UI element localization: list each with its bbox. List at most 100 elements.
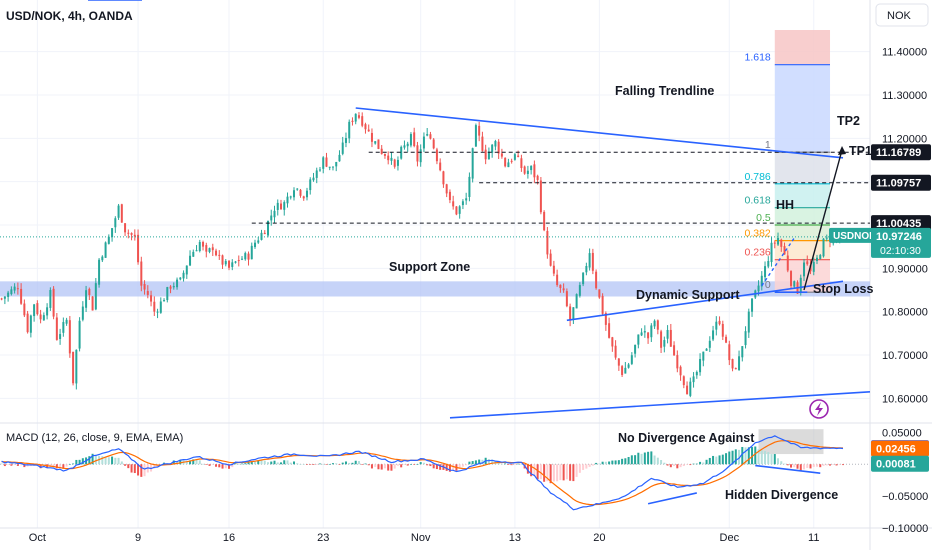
macd-histogram-bar — [663, 462, 666, 465]
macd-y-tick-label: 0.05000 — [882, 427, 922, 439]
macd-histogram-bar — [562, 464, 565, 481]
candle-body — [760, 275, 763, 287]
candle-body — [159, 301, 162, 313]
macd-histogram-bar — [120, 461, 123, 465]
macd-histogram-bar — [325, 464, 328, 465]
macd-value-badge — [871, 440, 929, 457]
candle-body — [728, 344, 731, 361]
candle-body — [215, 250, 218, 256]
currency-button[interactable]: NOK — [875, 3, 929, 27]
macd-histogram-bar — [16, 464, 19, 466]
macd-histogram-bar — [52, 464, 55, 467]
macd-histogram-bar — [422, 462, 425, 465]
macd-histogram-bar — [114, 457, 117, 465]
candle-body — [491, 144, 494, 153]
candle-body — [338, 154, 341, 162]
macd-histogram-bar — [734, 449, 737, 465]
macd-histogram-bar — [250, 461, 253, 465]
candle-body — [650, 325, 653, 338]
candle-body — [312, 177, 315, 181]
fib-level-label: 0.618 — [744, 195, 770, 207]
macd-histogram-bar — [491, 459, 494, 465]
candle-body — [36, 303, 39, 315]
fib-band — [774, 152, 831, 184]
candle-body — [254, 242, 257, 248]
candle-body — [799, 277, 802, 293]
candle-body — [624, 367, 627, 374]
candle-body — [286, 196, 289, 204]
candle-body — [146, 291, 149, 295]
candle-body — [718, 320, 721, 325]
macd-histogram-bar — [276, 462, 279, 465]
macd-histogram-bar — [487, 459, 490, 465]
candle-body — [526, 170, 529, 174]
macd-histogram-bar — [403, 464, 406, 465]
macd-histogram-bar — [504, 463, 507, 465]
hidden-divergence-label: Hidden Divergence — [725, 488, 838, 502]
macd-histogram-bar — [137, 464, 140, 476]
candle-body — [195, 250, 198, 252]
macd-histogram-bar — [468, 461, 471, 465]
candle-body — [406, 143, 409, 147]
candle-body — [536, 175, 539, 180]
macd-histogram-bar — [591, 464, 594, 466]
candle-body — [322, 157, 325, 169]
macd-histogram-bar — [621, 458, 624, 465]
current-price-badge — [871, 227, 931, 258]
candle-body — [666, 329, 669, 339]
candle-body — [85, 290, 88, 308]
candle-body — [569, 306, 572, 321]
candle-body — [335, 161, 338, 167]
macd-histogram-bar — [565, 464, 568, 480]
macd-histogram-bar — [107, 457, 110, 465]
candle-body — [88, 288, 91, 295]
candle-body — [520, 158, 523, 168]
candle-body — [653, 320, 656, 327]
candle-body — [120, 204, 123, 223]
macd-histogram-bar — [296, 463, 299, 465]
x-tick-label: Nov — [411, 532, 431, 544]
candle-body — [172, 286, 175, 288]
macd-histogram-bar — [7, 464, 10, 465]
candle-body — [559, 284, 562, 289]
lightning-icon[interactable] — [809, 399, 829, 419]
macd-histogram-bar — [279, 462, 283, 465]
macd-histogram-bar — [569, 464, 572, 481]
macd-histogram-bar — [507, 464, 510, 465]
candle-body — [140, 261, 143, 286]
candle-body — [205, 245, 208, 252]
candle-body — [747, 311, 750, 333]
candle-body — [777, 237, 780, 245]
macd-histogram-bar — [215, 464, 218, 467]
candle-body — [292, 190, 295, 198]
macd-histogram-bar — [614, 460, 617, 465]
candle-body — [591, 252, 594, 271]
fib-band — [774, 64, 831, 153]
fib-band — [774, 183, 831, 208]
trendlines[interactable] — [0, 0, 871, 419]
macd-histogram-bar — [630, 455, 633, 465]
candle-body — [361, 116, 364, 126]
candle-body — [299, 189, 302, 196]
macd-histogram-bar — [832, 464, 835, 465]
candle-body — [611, 337, 614, 347]
candle-body — [640, 332, 643, 336]
macd-histogram-bar — [721, 454, 724, 465]
macd-histogram-bar — [682, 464, 685, 467]
candle-body — [276, 202, 279, 210]
candle-body — [682, 376, 685, 386]
macd-histogram-bar — [208, 464, 211, 466]
tp1-label: TP1 — [849, 144, 872, 158]
candle-body — [543, 211, 546, 231]
macd-histogram-bar — [78, 459, 81, 465]
candle-body — [3, 296, 6, 299]
y-tick-label: 11.30000 — [882, 90, 927, 102]
macd-histogram-bar — [744, 447, 747, 465]
macd-histogram-bar — [231, 464, 234, 468]
macd-histogram-bar — [65, 464, 68, 467]
macd-histogram-bar — [419, 462, 422, 465]
candle-body — [62, 322, 65, 333]
macd-histogram-bar — [409, 464, 412, 465]
